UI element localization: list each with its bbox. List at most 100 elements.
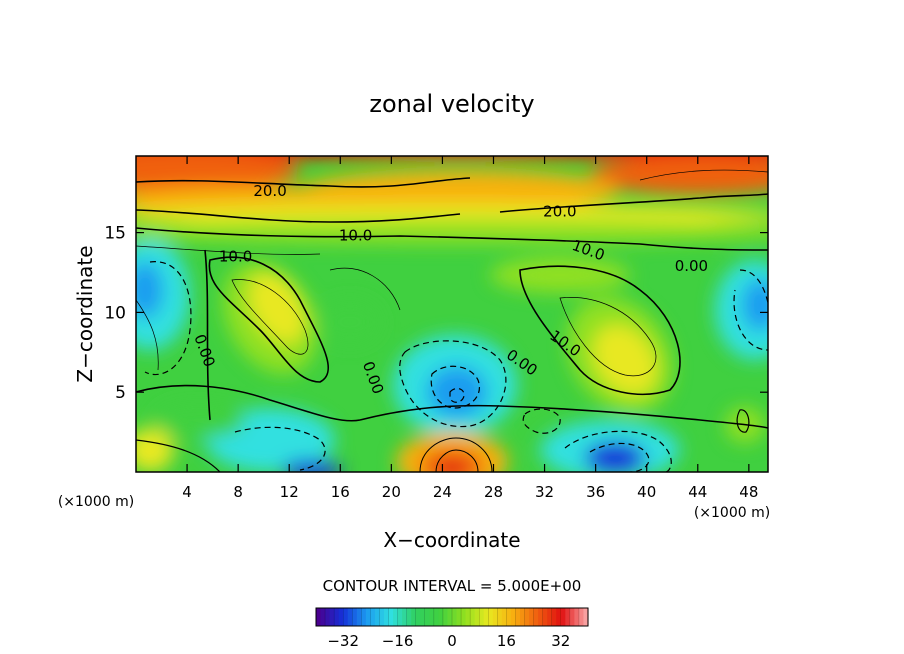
- colorbar-swatch: [365, 608, 371, 626]
- contour-label: 10.0: [339, 227, 372, 245]
- contour-line: [449, 387, 465, 403]
- colorbar-swatch: [420, 608, 426, 626]
- contour-line: [136, 227, 768, 251]
- contour-line: [522, 408, 561, 434]
- colorbar-swatch: [465, 608, 471, 626]
- colorbar-frame: [315, 607, 589, 627]
- colorbar-swatch: [474, 608, 480, 626]
- colorbar-swatch: [479, 608, 485, 626]
- field-patch: [282, 460, 342, 472]
- contour-line: [435, 449, 479, 472]
- colorbar-tick-label: −32: [327, 632, 359, 650]
- contour-line: [639, 169, 768, 181]
- field-patch: [320, 300, 380, 344]
- chart-title: zonal velocity: [369, 90, 534, 118]
- colorbar-swatch: [406, 608, 412, 626]
- field-patch: [136, 262, 163, 318]
- colorbar-swatch: [397, 608, 403, 626]
- field-patch: [136, 156, 768, 158]
- contour-interval-text: CONTOUR INTERVAL = 5.000E+00: [323, 577, 582, 595]
- colorbar-swatch: [370, 608, 376, 626]
- y-tick-label: 15: [104, 224, 126, 244]
- colorbar-swatch: [492, 608, 498, 626]
- contour-line: [733, 269, 768, 351]
- x-unit-right: (×1000 m): [694, 505, 770, 521]
- colorbar-swatch: [393, 608, 399, 626]
- colorbar-swatch: [551, 608, 557, 626]
- colorbar-tick-label: 16: [497, 632, 516, 650]
- contour-line: [234, 426, 326, 471]
- colorbar-swatch: [347, 608, 353, 626]
- contour-label: 20.0: [543, 203, 576, 221]
- field-patch: [248, 272, 306, 344]
- x-tick-label: 48: [739, 483, 758, 501]
- colorbar-swatch: [510, 608, 517, 626]
- colorbar-swatch: [538, 608, 544, 626]
- colorbar-swatch: [374, 608, 381, 626]
- colorbar-swatch: [524, 608, 530, 626]
- colorbar-swatch: [320, 608, 326, 626]
- colorbar-swatch: [506, 608, 512, 626]
- colorbar-swatch: [424, 608, 430, 626]
- colorbar-swatch: [456, 608, 462, 626]
- colorbar-swatch: [488, 608, 494, 626]
- contour-line: [204, 249, 211, 421]
- contour-line: [136, 177, 471, 188]
- x-tick-label: 28: [484, 483, 503, 501]
- colorbar-tick-label: −16: [382, 632, 414, 650]
- colorbar-swatch: [438, 608, 444, 626]
- colorbar-swatch: [501, 608, 507, 626]
- colorbar-swatch: [470, 608, 476, 626]
- contour-line: [136, 209, 461, 223]
- contour-line: [430, 365, 480, 409]
- field-patch: [427, 366, 487, 418]
- colorbar-swatch: [343, 608, 349, 626]
- contour-line: [589, 442, 650, 472]
- colorbar-swatch: [483, 608, 489, 626]
- plot-frame: [135, 155, 769, 473]
- field-patch: [136, 220, 768, 244]
- colorbar-swatch: [547, 608, 553, 626]
- colorbar-swatch: [515, 608, 521, 626]
- contour-line: [136, 384, 361, 422]
- contour-line: [559, 297, 657, 377]
- colorbar-ticks: −32 −16 0 16 32: [327, 632, 570, 650]
- contour-line: [399, 340, 507, 428]
- field-patch: [155, 402, 245, 438]
- colorbar-swatch: [442, 608, 449, 626]
- y-axis-label: Z−coordinate: [73, 245, 97, 382]
- colorbar-swatch: [560, 608, 566, 626]
- colorbar-swatch: [574, 608, 580, 626]
- x-tick-label: 32: [535, 483, 554, 501]
- x-tick-label: 12: [280, 483, 299, 501]
- contour-line: [519, 265, 681, 396]
- colorbar-swatch: [578, 608, 585, 626]
- contour-label: 10.0: [219, 247, 252, 265]
- colorbar-swatch: [542, 608, 548, 626]
- colorbar-swatch: [361, 608, 367, 626]
- field-patch: [590, 156, 768, 195]
- field-patch: [742, 279, 768, 331]
- colorbar-tick-label: 32: [551, 632, 570, 650]
- field-patch: [136, 428, 174, 472]
- colorbar-swatch: [556, 608, 562, 626]
- colorbar-swatch: [388, 608, 394, 626]
- colorbar-swatch: [334, 608, 340, 626]
- x-tick-label: 20: [382, 483, 401, 501]
- contour-line: [419, 437, 493, 472]
- y-tick-label: 5: [115, 383, 126, 403]
- colorbar-swatch: [520, 608, 526, 626]
- contour-line: [359, 404, 768, 429]
- colorbar-swatch: [452, 608, 458, 626]
- x-tick-label: 24: [433, 483, 452, 501]
- contour-label: 0.00: [675, 257, 708, 275]
- colorbar-swatch: [583, 608, 589, 626]
- x-tick-label: 4: [182, 483, 192, 501]
- contour-label: 20.0: [253, 182, 286, 200]
- colorbar-swatch: [497, 608, 503, 626]
- colorbar-swatch: [384, 608, 390, 626]
- colorbar-swatch: [569, 608, 575, 626]
- field-patch: [585, 442, 645, 472]
